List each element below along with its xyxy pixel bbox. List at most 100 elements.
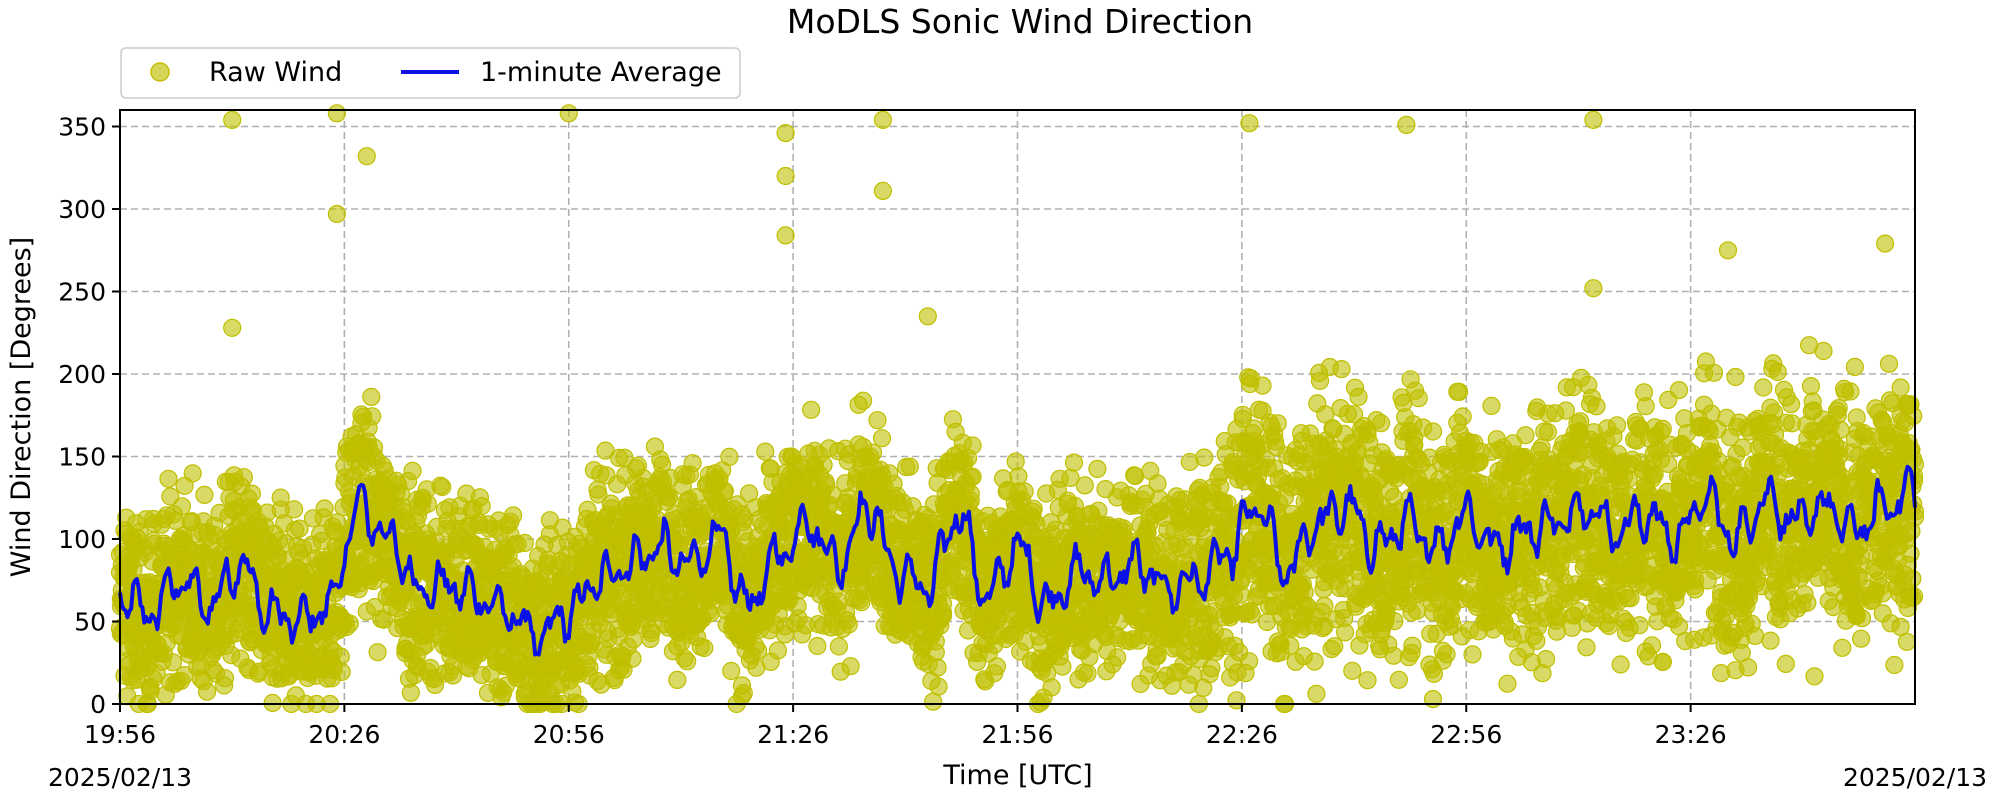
raw-wind-point	[695, 638, 714, 658]
raw-wind-point	[362, 387, 381, 406]
raw-wind-point	[1403, 636, 1422, 655]
raw-wind-point	[1053, 657, 1072, 676]
raw-wind-point	[1516, 426, 1535, 445]
raw-wind-point	[195, 485, 214, 504]
raw-wind-point	[1332, 360, 1351, 379]
raw-wind-point	[1315, 596, 1334, 616]
raw-wind-point	[285, 500, 304, 519]
raw-wind-point	[1075, 476, 1094, 495]
raw-wind-point	[900, 457, 919, 476]
raw-wind-point	[1498, 674, 1517, 693]
raw-wind-point	[172, 497, 191, 516]
raw-wind-point	[1239, 652, 1259, 671]
raw-wind-point	[623, 649, 642, 668]
raw-wind-point	[472, 497, 491, 516]
raw-wind-point	[1463, 645, 1482, 664]
raw-wind-point	[701, 604, 720, 623]
raw-wind-point	[1125, 466, 1145, 486]
raw-wind-point	[1268, 414, 1287, 433]
raw-wind-point	[683, 454, 702, 473]
raw-wind-point	[933, 606, 953, 625]
raw-wind-point	[198, 682, 217, 701]
raw-wind-point	[1009, 467, 1028, 486]
raw-wind-point	[1335, 623, 1355, 642]
raw-wind-point	[1437, 645, 1456, 664]
raw-wind-point	[1538, 423, 1558, 442]
raw-wind-point	[841, 657, 860, 676]
raw-wind-point	[963, 436, 982, 455]
raw-wind-point	[1449, 382, 1469, 401]
raw-wind-point	[403, 461, 422, 480]
raw-wind-point	[1245, 419, 1264, 438]
raw-wind-point	[315, 499, 334, 518]
raw-wind-point	[1423, 422, 1443, 441]
raw-wind-point	[1024, 499, 1043, 518]
raw-wind-point	[963, 467, 982, 486]
raw-wind-point	[756, 442, 775, 461]
raw-wind-point	[1384, 646, 1403, 665]
legend-raw-marker	[150, 62, 170, 82]
raw-wind-point	[1385, 611, 1404, 631]
raw-wind-point	[1349, 387, 1368, 406]
raw-wind-point	[418, 494, 437, 513]
raw-wind-point	[1088, 459, 1107, 478]
raw-wind-point	[271, 488, 290, 507]
raw-wind-point	[1195, 448, 1214, 467]
raw-wind-point	[340, 614, 359, 633]
raw-wind-point	[234, 468, 253, 487]
raw-wind-point	[926, 643, 945, 662]
raw-wind-point	[163, 653, 183, 672]
legend-average-label: 1-minute Average	[480, 57, 722, 88]
raw-wind-point	[1148, 474, 1167, 493]
raw-wind-point	[801, 400, 821, 419]
raw-wind-point	[1587, 397, 1606, 416]
raw-wind-point	[1577, 638, 1596, 657]
raw-wind-point	[961, 491, 980, 510]
raw-wind-point	[331, 647, 350, 666]
raw-wind-point	[290, 519, 309, 538]
raw-wind-point	[928, 658, 947, 677]
raw-wind-point	[1042, 678, 1061, 697]
raw-wind-point	[1253, 376, 1272, 395]
legend: Raw Wind 1-minute Average	[120, 47, 741, 99]
raw-wind-point	[768, 641, 788, 660]
raw-wind-point	[987, 657, 1007, 676]
raw-wind-point	[242, 484, 261, 503]
raw-wind-point	[1371, 414, 1391, 433]
raw-wind-point	[839, 615, 858, 634]
raw-wind-point	[374, 610, 393, 629]
raw-wind-point	[1536, 649, 1556, 669]
raw-wind-point	[425, 675, 445, 695]
raw-wind-point	[1423, 689, 1443, 709]
raw-wind-point	[1064, 453, 1084, 472]
raw-wind-point	[1358, 671, 1377, 690]
raw-wind-point	[1325, 637, 1344, 656]
raw-wind-point	[678, 652, 697, 671]
raw-wind-point	[1547, 622, 1567, 641]
raw-wind-point	[808, 636, 827, 656]
raw-wind-point	[161, 487, 180, 506]
raw-wind-point	[1482, 396, 1501, 415]
chart-title: MoDLS Sonic Wind Direction	[787, 2, 1253, 41]
raw-wind-point	[853, 391, 873, 410]
raw-wind-points	[110, 104, 1925, 714]
raw-wind-point	[660, 488, 679, 507]
raw-wind-point	[1148, 646, 1167, 666]
raw-wind-point	[1453, 407, 1472, 426]
raw-wind-point	[1107, 648, 1127, 667]
raw-wind-point	[1078, 664, 1097, 683]
raw-wind-point	[1242, 605, 1261, 624]
raw-wind-point	[159, 469, 178, 488]
raw-wind-point	[401, 683, 420, 702]
raw-wind-point	[215, 669, 235, 688]
raw-wind-point	[515, 533, 534, 553]
raw-wind-point	[1343, 661, 1362, 680]
raw-wind-point	[332, 662, 351, 682]
raw-wind-point	[368, 643, 387, 662]
raw-wind-point	[503, 506, 523, 525]
legend-raw-label: Raw Wind	[209, 57, 342, 88]
raw-wind-point	[363, 407, 382, 426]
raw-wind-point	[433, 477, 452, 497]
raw-wind-point	[1307, 684, 1326, 703]
